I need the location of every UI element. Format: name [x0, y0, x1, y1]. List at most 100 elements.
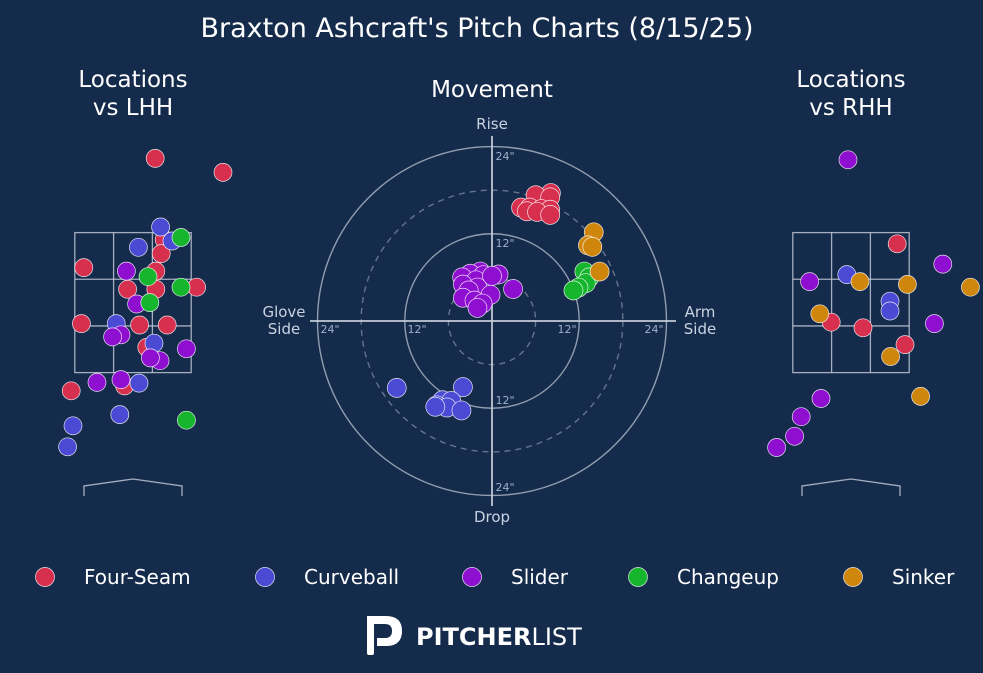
rhh-point-sinker	[911, 387, 930, 406]
lhh-point-curveball	[58, 437, 77, 457]
lhh-point-slider	[87, 373, 107, 392]
lhh-point-changeup	[138, 267, 158, 287]
lhh-point-changeup	[177, 410, 196, 430]
movement-point-curveball	[425, 396, 446, 417]
lhh-home-plate	[83, 478, 183, 496]
rhh-point-slider	[767, 438, 786, 457]
axis-label-arm-1: Arm	[685, 303, 716, 321]
lhh-point-slider	[177, 339, 196, 359]
lhh-point-four-seam	[72, 314, 91, 333]
lhh-point-changeup	[171, 277, 191, 297]
legend-marker-sinker	[843, 567, 863, 587]
movement-point-curveball	[386, 378, 407, 398]
movement-point-curveball	[451, 400, 472, 421]
rhh-point-four-seam	[853, 318, 873, 338]
tick-label-right-12: 12"	[557, 323, 576, 336]
pitcherlist-logo-icon	[367, 616, 402, 655]
legend: Four-Seam Curveball Slider Changeup Sinker	[35, 565, 955, 589]
movement-grid	[310, 136, 676, 506]
legend-label-curveball: Curveball	[304, 565, 399, 589]
lhh-point-curveball	[129, 373, 149, 393]
lhh-point-four-seam	[74, 258, 94, 277]
rhh-point-sinker	[810, 304, 830, 324]
tick-label-right-24: 24"	[644, 323, 663, 336]
tick-label-top-12: 12"	[495, 237, 514, 250]
legend-marker-curveball	[255, 567, 275, 587]
legend-marker-changeup	[628, 567, 648, 587]
rhh-zone-outline	[792, 231, 910, 374]
rhh-point-slider	[811, 389, 831, 408]
panel-movement: Movement Rise Drop Glove Side Arm Side 2…	[262, 77, 716, 526]
rhh-point-slider	[838, 150, 858, 170]
rhh-home-plate	[801, 478, 901, 496]
lhh-point-changeup	[140, 293, 160, 312]
legend-marker-four-seam	[35, 567, 55, 587]
lhh-point-curveball	[129, 237, 148, 257]
movement-point-four-seam	[540, 205, 561, 225]
lhh-point-four-seam	[61, 381, 81, 401]
movement-title: Movement	[431, 77, 553, 103]
rhh-point-four-seam	[887, 234, 907, 254]
lhh-point-curveball	[110, 405, 130, 424]
lhh-point-slider	[117, 261, 136, 281]
legend-label-slider: Slider	[511, 565, 569, 589]
lhh-plate-outline	[83, 478, 183, 496]
movement-point-sinker	[582, 236, 603, 257]
lhh-point-four-seam	[157, 315, 177, 335]
legend-label-sinker: Sinker	[892, 565, 955, 589]
lhh-zone-outline	[74, 231, 192, 374]
rhh-point-slider	[925, 314, 944, 333]
rhh-point-curveball	[880, 301, 900, 321]
lhh-point-four-seam	[213, 163, 233, 182]
rhh-point-sinker	[850, 272, 870, 291]
axis-label-drop: Drop	[474, 508, 510, 526]
lhh-points	[58, 149, 233, 457]
lhh-point-slider	[141, 348, 160, 368]
movement-points	[386, 183, 610, 421]
tick-label-bottom-12: 12"	[495, 394, 514, 407]
axis-label-rise: Rise	[476, 115, 508, 133]
lhh-point-curveball	[63, 416, 83, 436]
movement-point-changeup	[563, 280, 584, 301]
lhh-point-four-seam	[151, 244, 171, 263]
rhh-plate-outline	[801, 478, 901, 496]
rhh-point-slider	[800, 272, 819, 291]
chart-title: Braxton Ashcraft's Pitch Charts (8/15/25…	[200, 13, 753, 44]
rhh-point-sinker	[881, 347, 900, 366]
panel-rhh: Locations vs RHH	[767, 67, 980, 496]
lhh-title-line-2: vs LHH	[93, 95, 173, 121]
legend-marker-slider	[462, 567, 482, 587]
rhh-point-four-seam	[895, 335, 915, 354]
movement-point-slider	[503, 279, 523, 299]
tick-label-left-12: 12"	[407, 323, 426, 336]
movement-point-slider	[467, 298, 488, 318]
rhh-point-slider	[933, 254, 953, 274]
rhh-title-line-2: vs RHH	[809, 95, 892, 121]
axis-label-glove-1: Glove	[262, 303, 305, 321]
axis-label-glove-2: Side	[268, 320, 300, 338]
pitcherlist-logo-bold: PITCHERLIST	[416, 623, 582, 651]
legend-label-four-seam: Four-Seam	[84, 565, 191, 589]
tick-label-top-24: 24"	[495, 150, 514, 163]
tick-label-left-24: 24"	[320, 323, 339, 336]
rhh-points	[767, 150, 980, 457]
legend-label-changeup: Changeup	[677, 565, 779, 589]
rhh-point-sinker	[898, 275, 917, 294]
pitcherlist-logo: PITCHERLIST	[367, 616, 582, 655]
rhh-point-slider	[791, 407, 811, 427]
movement-point-sinker	[589, 261, 610, 282]
lhh-point-slider	[111, 370, 131, 389]
axis-label-arm-2: Side	[684, 320, 716, 338]
lhh-title-line-1: Locations	[78, 67, 187, 93]
rhh-title-line-1: Locations	[796, 67, 905, 93]
lhh-point-four-seam	[145, 149, 165, 168]
lhh-point-changeup	[171, 228, 191, 247]
rhh-point-sinker	[961, 277, 980, 297]
movement-point-curveball	[453, 377, 473, 398]
lhh-point-curveball	[151, 217, 170, 237]
tick-label-bottom-24: 24"	[495, 481, 514, 494]
lhh-point-slider	[103, 327, 122, 347]
panel-lhh: Locations vs LHH	[58, 67, 233, 496]
rhh-point-slider	[785, 426, 804, 446]
